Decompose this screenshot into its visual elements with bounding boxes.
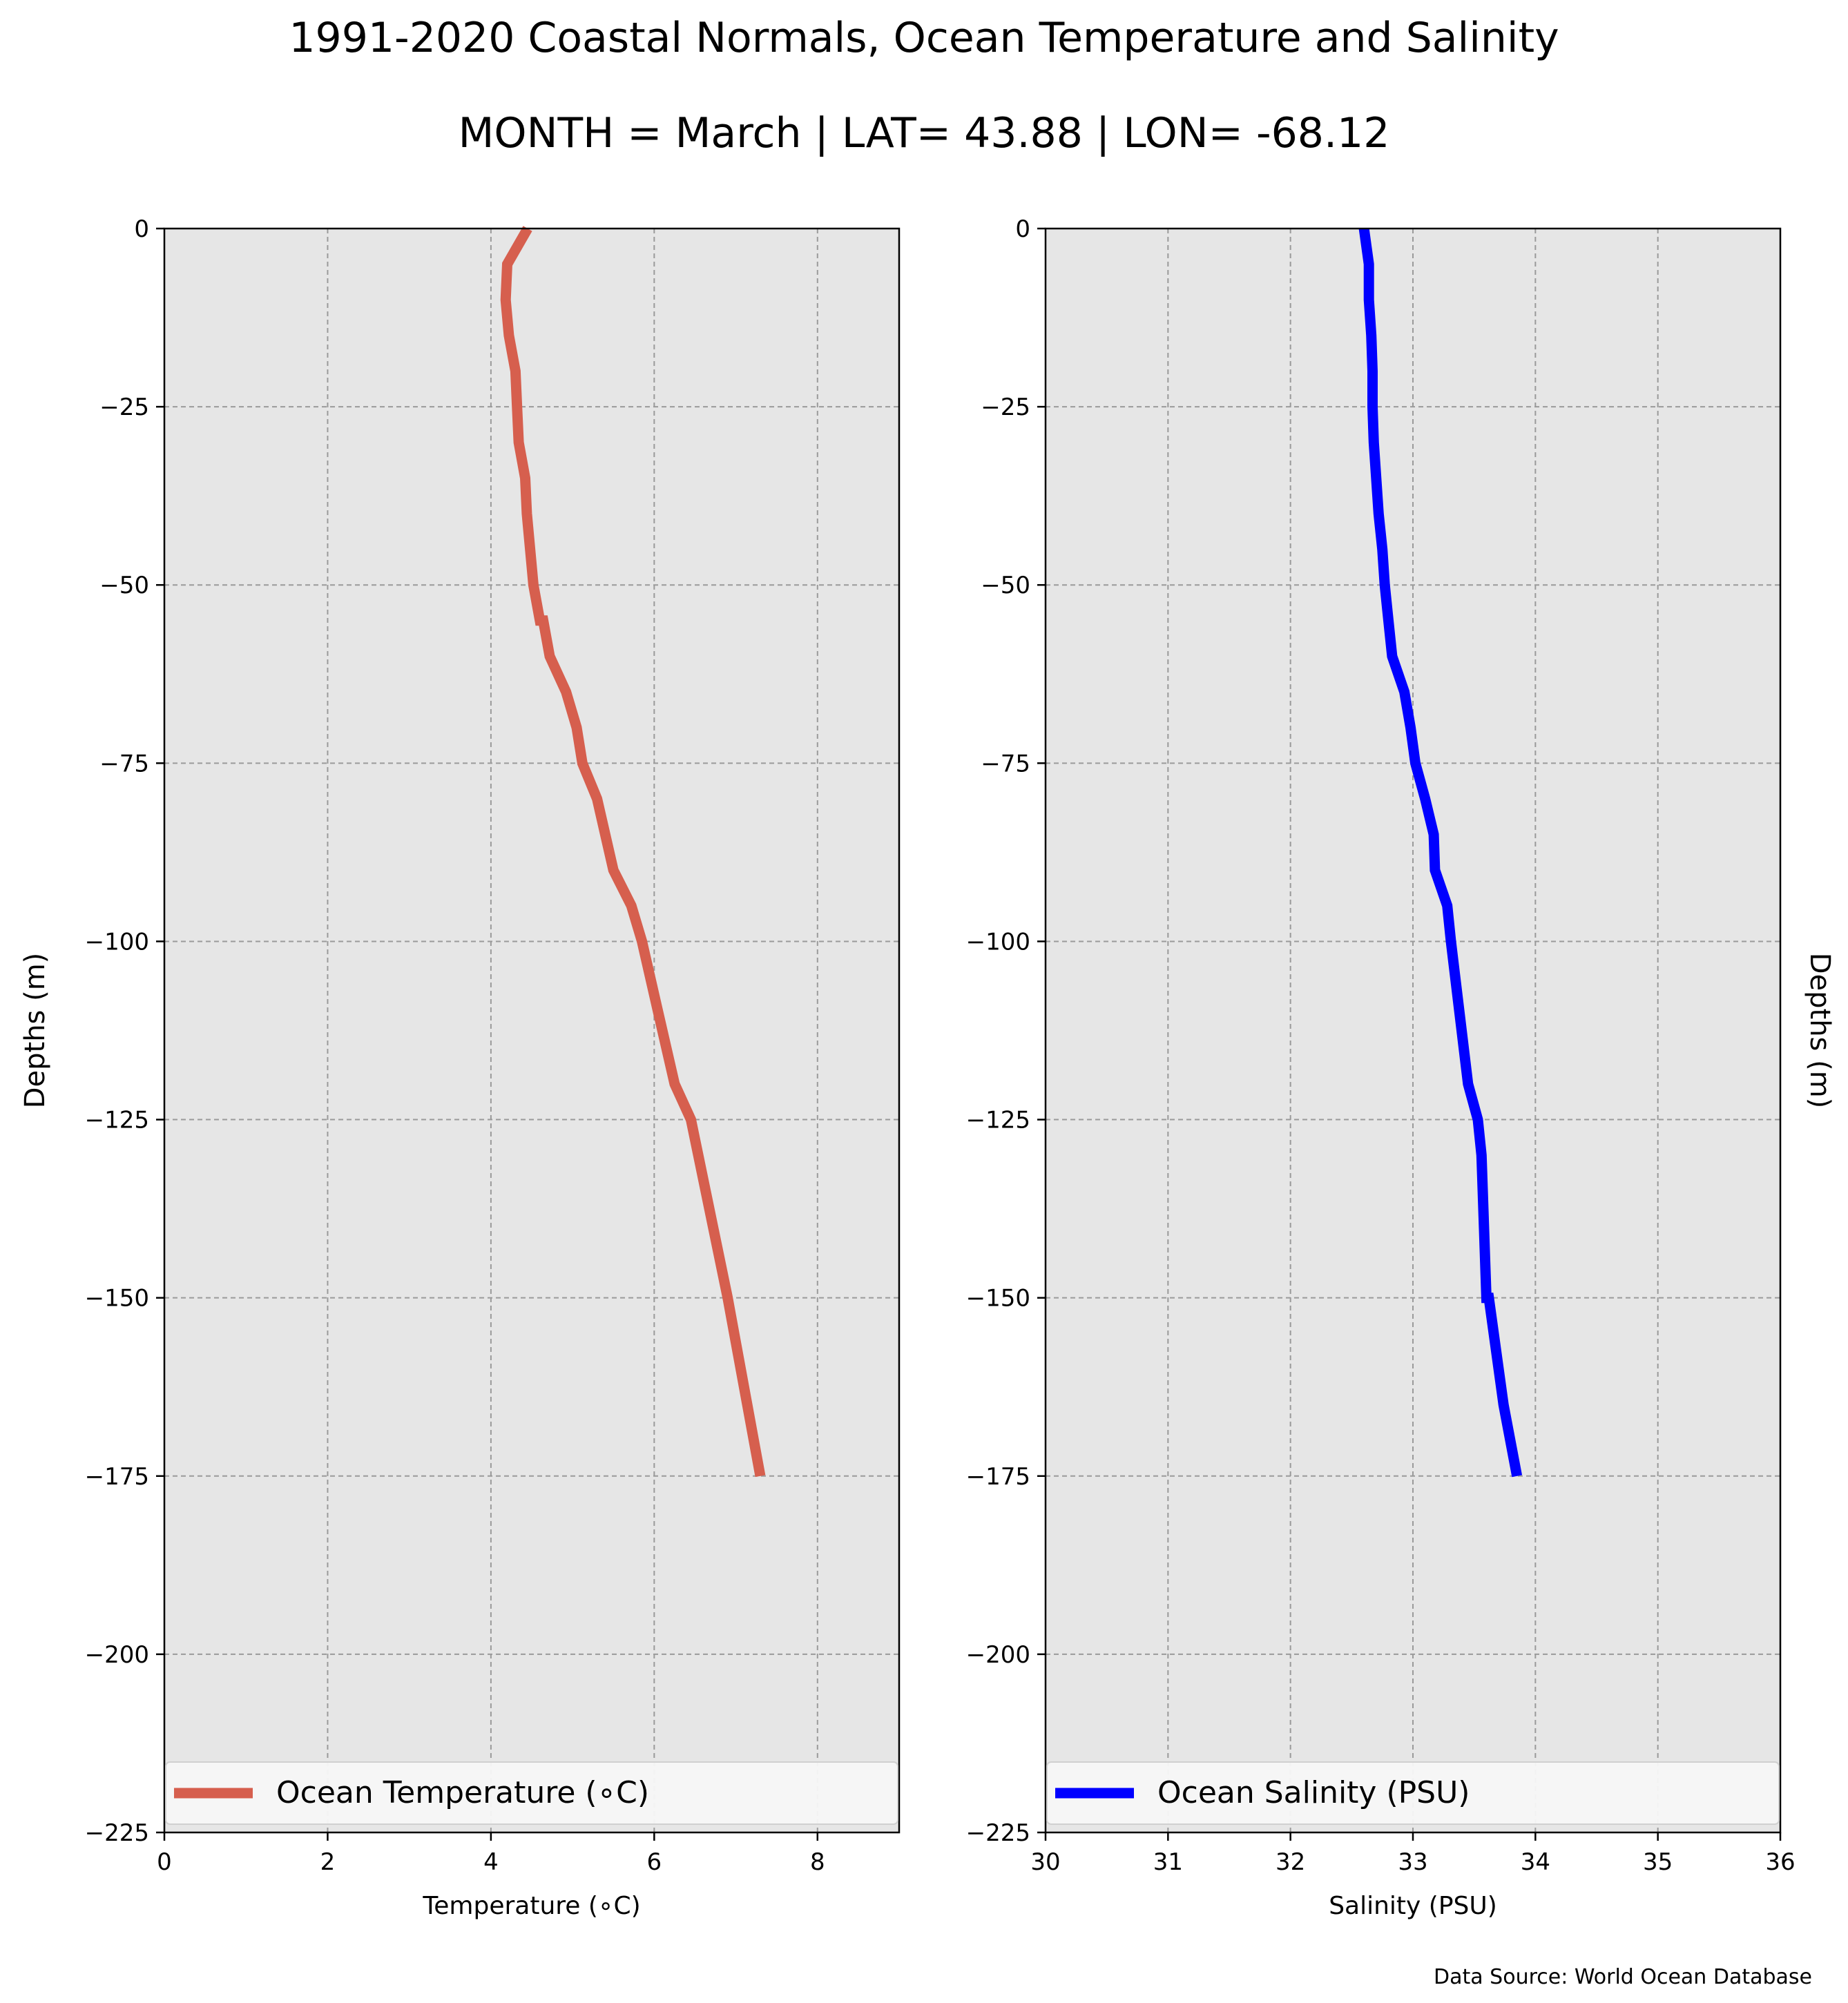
y-tick-label: −125	[966, 1107, 1030, 1134]
series-line	[500, 226, 766, 1478]
y-tick-label: −175	[85, 1463, 149, 1491]
y-tick-label: −25	[981, 394, 1030, 421]
x-tick-label: 36	[1765, 1848, 1795, 1876]
figure-subtitle: MONTH = March | LAT= 43.88 | LON= -68.12	[458, 109, 1390, 157]
data-source-note: Data Source: World Ocean Database	[1434, 1965, 1812, 1989]
y-tick-label: −125	[85, 1107, 149, 1134]
y-tick-label: −225	[85, 1819, 149, 1847]
y-tick-label: −25	[99, 394, 149, 421]
x-tick-label: 31	[1153, 1848, 1183, 1876]
x-tick-label: 0	[157, 1848, 172, 1876]
y-axis-label: Depths (m)	[1804, 953, 1836, 1109]
x-tick-label: 8	[810, 1848, 825, 1876]
y-tick-label: −200	[966, 1641, 1030, 1669]
x-axis-label: Salinity (PSU)	[1329, 1892, 1497, 1920]
y-tick-label: −75	[981, 750, 1030, 777]
x-tick-label: 4	[483, 1848, 499, 1876]
axes-frame	[163, 227, 901, 1834]
y-tick-label: −200	[85, 1641, 149, 1669]
x-axis-label: Temperature (∘C)	[422, 1892, 640, 1920]
y-tick-label: 0	[134, 215, 149, 243]
y-axis-label: Depths (m)	[19, 953, 51, 1109]
y-tick-label: −100	[85, 928, 149, 956]
legend: Ocean Salinity (PSU)	[1046, 1761, 1780, 1825]
y-tick-label: −50	[981, 572, 1030, 599]
series-line	[1358, 227, 1523, 1478]
y-tick-label: −50	[99, 572, 149, 599]
plot-background	[164, 229, 899, 1832]
x-tick-label: 2	[320, 1848, 336, 1876]
y-tick-label: −100	[966, 928, 1030, 956]
legend-label: Ocean Salinity (PSU)	[1157, 1775, 1470, 1810]
y-tick-label: −175	[966, 1463, 1030, 1491]
y-tick-label: 0	[1015, 215, 1030, 243]
x-tick-label: 34	[1521, 1848, 1550, 1876]
legend-label: Ocean Temperature (∘C)	[276, 1775, 649, 1810]
legend-box	[1046, 1761, 1780, 1825]
figure-title: 1991-2020 Coastal Normals, Ocean Tempera…	[289, 14, 1559, 62]
x-tick-label: 32	[1276, 1848, 1305, 1876]
y-tick-label: −150	[85, 1285, 149, 1313]
x-tick-label: 35	[1643, 1848, 1673, 1876]
x-tick-label: 6	[647, 1848, 662, 1876]
legend-box	[165, 1761, 898, 1825]
y-tick-label: −75	[99, 750, 149, 777]
y-tick-label: −150	[966, 1285, 1030, 1313]
legend: Ocean Temperature (∘C)	[165, 1761, 898, 1825]
y-tick-label: −225	[966, 1819, 1030, 1847]
chart-panel-1: 0 −25 −50 −75 −100 −125 −150 −175 −200 −225 0 2 4 6 8 T…	[19, 215, 901, 1920]
x-tick-label: 30	[1030, 1848, 1060, 1876]
x-tick-label: 33	[1398, 1848, 1427, 1876]
